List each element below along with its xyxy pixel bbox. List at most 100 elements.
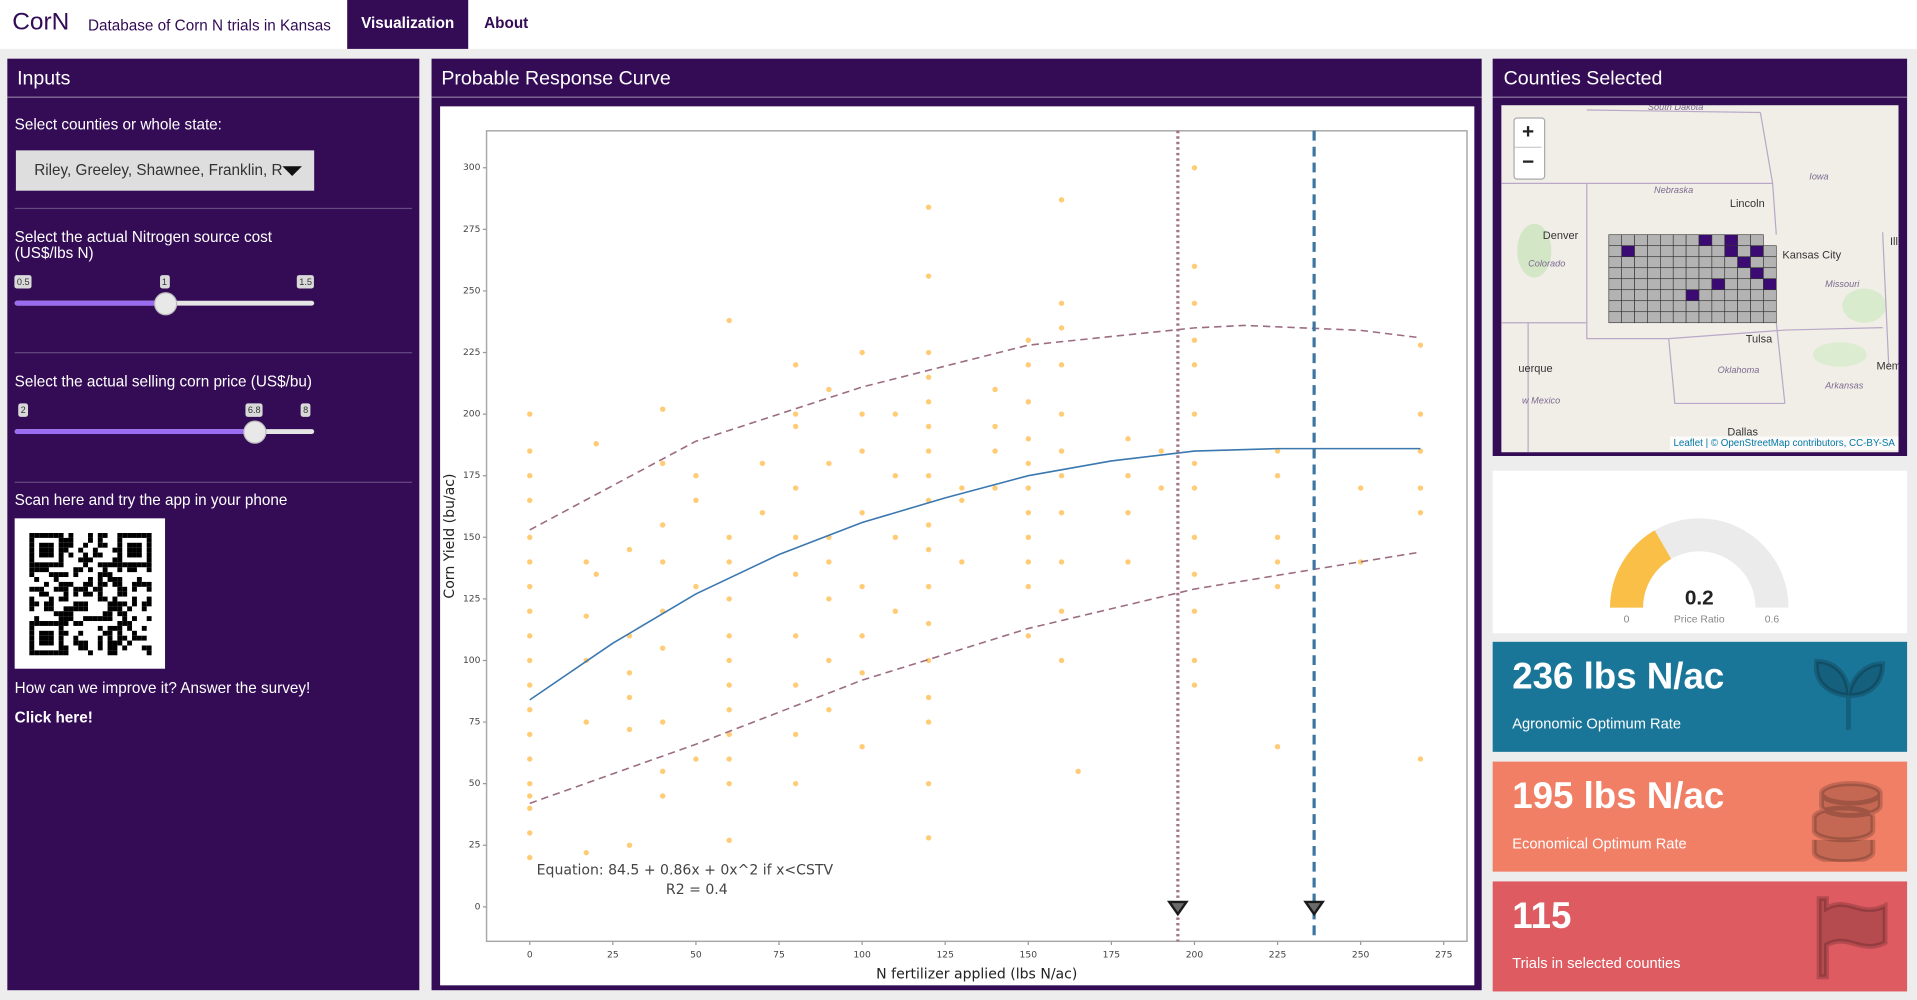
- qr-module: [132, 635, 137, 641]
- qr-module: [92, 586, 98, 592]
- data-point: [1025, 583, 1031, 590]
- gauge: 0.2 Price Ratio 0 0.6: [1610, 518, 1789, 626]
- qr-module: [29, 640, 35, 646]
- zoom-out[interactable]: −: [1522, 150, 1535, 174]
- qr-module: [83, 645, 89, 651]
- qr-module: [122, 635, 128, 641]
- data-point: [1058, 559, 1065, 565]
- data-point: [527, 657, 533, 664]
- data-point: [959, 497, 965, 504]
- qr-module: [117, 640, 123, 646]
- tab[interactable]: About: [484, 14, 529, 32]
- qr-module: [39, 562, 45, 568]
- county: [1660, 300, 1674, 313]
- gauge-max: 0.6: [1765, 615, 1780, 626]
- data-point: [792, 411, 799, 417]
- county: [1724, 256, 1738, 269]
- qr-module: [88, 591, 93, 597]
- qr-module: [117, 577, 123, 582]
- qr-module: [88, 577, 93, 582]
- county-selected: [1750, 245, 1764, 258]
- data-point: [660, 559, 666, 565]
- qr-module: [53, 650, 59, 656]
- qr-module: [73, 572, 79, 578]
- data-point: [527, 731, 533, 738]
- qr-module: [141, 601, 147, 607]
- qr-module: [83, 562, 89, 568]
- data-point: [527, 608, 533, 614]
- data-point: [527, 473, 533, 479]
- tab-active[interactable]: Visualization: [347, 0, 469, 49]
- qr-module: [112, 562, 118, 568]
- county: [1737, 267, 1751, 280]
- qr-module: [97, 640, 103, 646]
- qr-module: [117, 581, 123, 587]
- qr-module: [107, 577, 113, 582]
- data-point: [660, 406, 666, 412]
- qr-module: [107, 650, 113, 656]
- qr-module: [117, 601, 123, 607]
- data-point: [1025, 399, 1031, 405]
- qr-module: [53, 586, 59, 592]
- qr-module: [107, 606, 113, 612]
- map-city-label: Memph: [1877, 361, 1899, 373]
- qr-module: [58, 537, 64, 543]
- qr-module: [117, 621, 123, 626]
- qr-module: [63, 537, 69, 543]
- qr-module: [117, 542, 123, 548]
- data-point: [925, 473, 932, 479]
- data-point: [925, 620, 932, 627]
- map[interactable]: South Dakota Nebraska Iowa Lincoln Denver Col…: [1501, 105, 1899, 453]
- qr-module: [44, 547, 49, 553]
- qr-module: [44, 650, 49, 656]
- data-point: [1191, 657, 1198, 664]
- data-point: [1025, 559, 1031, 565]
- county: [1634, 300, 1648, 313]
- qr-module: [117, 625, 123, 631]
- qr-module: [141, 581, 147, 587]
- qr-module: [68, 616, 74, 622]
- qr-module: [78, 557, 84, 563]
- county: [1763, 245, 1777, 258]
- data-point: [1025, 362, 1031, 368]
- qr-module: [48, 650, 54, 656]
- reference-marker: [1166, 900, 1189, 917]
- qr-module: [68, 537, 74, 543]
- brand[interactable]: CorN: [12, 8, 70, 36]
- survey-link[interactable]: Click here!: [14, 709, 93, 727]
- qr-module: [78, 586, 84, 592]
- qr-module: [117, 606, 123, 612]
- qr-module: [83, 586, 89, 592]
- qr-module: [58, 645, 64, 651]
- qr-module: [78, 606, 84, 612]
- slider-handle[interactable]: [243, 420, 267, 444]
- gauge-fill: [1610, 530, 1672, 608]
- x-tick-label: 0: [527, 949, 533, 960]
- data-point: [792, 682, 799, 688]
- qr-module: [68, 606, 74, 612]
- qr-module: [83, 552, 89, 558]
- gauge-value: 0.2: [1685, 587, 1714, 610]
- qr-module: [63, 611, 69, 617]
- county: [1698, 300, 1713, 313]
- divider: [14, 352, 412, 354]
- zoom-in[interactable]: +: [1522, 119, 1535, 144]
- data-point: [992, 386, 998, 393]
- map-attribution[interactable]: Leaflet | © OpenStreetMap contributors, …: [1669, 436, 1899, 450]
- slider-handle[interactable]: [153, 292, 177, 316]
- icon-shape: [1811, 781, 1883, 862]
- map-city-label: Denver: [1543, 230, 1579, 242]
- qr-module: [29, 562, 35, 568]
- data-point: [527, 448, 533, 454]
- data-point: [1058, 657, 1065, 664]
- kansas-counties[interactable]: [1608, 234, 1777, 324]
- county-dropdown[interactable]: [15, 150, 315, 191]
- data-point: [1058, 448, 1065, 454]
- data-point: [626, 842, 633, 848]
- county: [1750, 278, 1764, 291]
- qr-module: [141, 635, 147, 641]
- qr-module: [34, 650, 40, 656]
- data-point: [859, 583, 865, 590]
- qr-module: [127, 552, 133, 558]
